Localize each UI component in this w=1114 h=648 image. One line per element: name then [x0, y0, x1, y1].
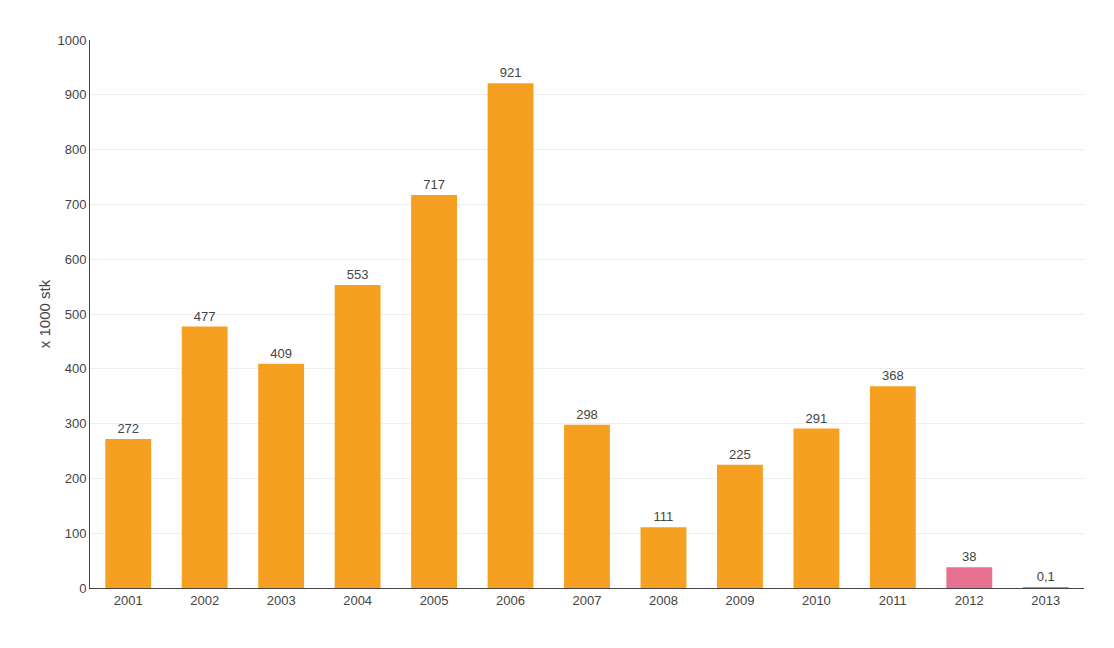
svg-text:2002: 2002: [190, 593, 219, 608]
svg-text:800: 800: [65, 142, 87, 157]
svg-text:0: 0: [79, 581, 86, 596]
svg-text:553: 553: [347, 267, 369, 282]
svg-text:291: 291: [806, 411, 828, 426]
svg-text:477: 477: [194, 309, 216, 324]
svg-text:900: 900: [65, 87, 87, 102]
svg-text:111: 111: [654, 509, 674, 524]
svg-text:272: 272: [117, 421, 139, 436]
svg-text:368: 368: [882, 368, 904, 383]
svg-text:2010: 2010: [802, 593, 831, 608]
svg-text:2012: 2012: [955, 593, 984, 608]
svg-text:500: 500: [65, 307, 87, 322]
svg-text:2009: 2009: [725, 593, 754, 608]
svg-text:2005: 2005: [420, 593, 449, 608]
svg-text:225: 225: [729, 447, 751, 462]
svg-text:2007: 2007: [573, 593, 602, 608]
svg-text:300: 300: [65, 416, 87, 431]
svg-text:x 1000 stk: x 1000 stk: [36, 279, 53, 348]
svg-text:2004: 2004: [343, 593, 372, 608]
svg-text:2011: 2011: [879, 593, 907, 608]
svg-text:38: 38: [962, 549, 976, 564]
svg-text:2008: 2008: [649, 593, 678, 608]
svg-text:700: 700: [65, 197, 87, 212]
svg-text:600: 600: [65, 252, 87, 267]
svg-text:409: 409: [270, 346, 292, 361]
svg-text:100: 100: [65, 526, 87, 541]
svg-text:717: 717: [423, 177, 445, 192]
svg-text:0,1: 0,1: [1037, 569, 1055, 584]
svg-text:2013: 2013: [1031, 593, 1060, 608]
svg-text:1000: 1000: [57, 33, 86, 48]
svg-text:921: 921: [500, 65, 522, 80]
svg-text:2003: 2003: [267, 593, 296, 608]
svg-text:200: 200: [65, 471, 87, 486]
svg-text:2006: 2006: [496, 593, 525, 608]
svg-text:400: 400: [65, 361, 87, 376]
svg-text:2001: 2001: [114, 593, 143, 608]
svg-text:298: 298: [576, 407, 598, 422]
